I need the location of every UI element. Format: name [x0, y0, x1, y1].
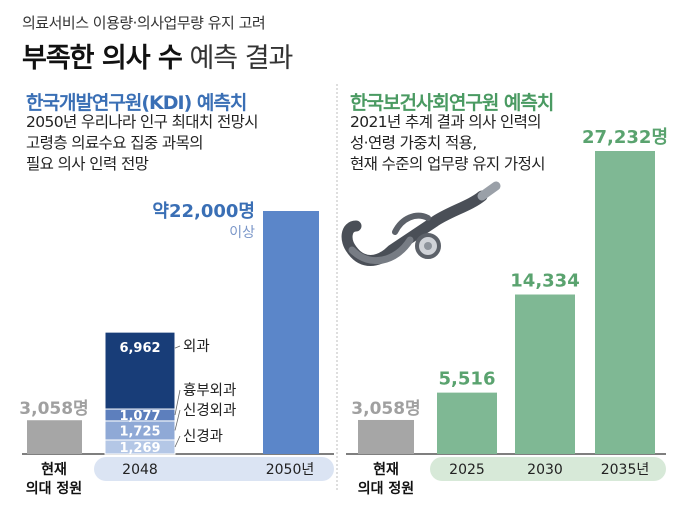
- kihasa-panel-desc: 2021년 추계 결과 의사 인력의 성·연령 가중치 적용, 현재 수준의 업…: [350, 112, 545, 175]
- green-bar-value-label: 14,334: [510, 271, 579, 292]
- green-bar: [595, 151, 655, 454]
- stack-callout-line: [174, 389, 181, 416]
- baseline-value-label: 3,058명: [351, 399, 420, 419]
- bar-2050: [263, 211, 319, 454]
- stack-callout-label: 신경외과: [183, 402, 236, 419]
- stack-value-label: 1,269: [119, 441, 160, 456]
- title-bold: 부족한 의사 수: [22, 43, 183, 74]
- stack-value-label: 1,725: [119, 424, 160, 439]
- baseline-bar: [358, 419, 414, 454]
- stack-callout-line: [174, 409, 181, 431]
- stethoscope-icon: [341, 181, 501, 266]
- x-tick-label: 2035년: [601, 462, 650, 478]
- kihasa-desc-line: 현재 수준의 업무량 유지 가정시: [350, 155, 545, 173]
- stack-value-label: 6,962: [119, 341, 160, 356]
- kdi-panel-title: 한국개발연구원(KDI) 예측치: [26, 92, 247, 114]
- stack-segment: [104, 331, 176, 410]
- x-tick-label: 2025: [449, 462, 485, 478]
- x-tick-label: 2048: [122, 462, 158, 478]
- green-bar-value-label: 27,232명: [582, 127, 668, 148]
- kihasa-desc-line: 성·연령 가중치 적용,: [350, 134, 477, 152]
- stack-callout-line: [174, 435, 181, 448]
- baseline-value-label: 3,058명: [19, 399, 88, 419]
- bar-2050-value-label: 약22,000명: [152, 200, 255, 222]
- kihasa-desc-line: 2021년 추계 결과 의사 인력의: [350, 113, 542, 131]
- kdi-panel-desc: 2050년 우리나라 인구 최대치 전망시 고령층 의료수요 집중 과목의 필요…: [26, 112, 259, 175]
- chart-subtitle: 의료서비스 이용량·의사업무량 유지 고려: [22, 14, 266, 32]
- stack-callout-label: 외과: [183, 338, 210, 355]
- baseline-label: 의대 정원: [358, 480, 414, 497]
- green-bar: [437, 392, 497, 454]
- x-tick-label: 2050년: [266, 462, 315, 478]
- kihasa-panel-title: 한국보건사회연구원 예측치: [350, 92, 554, 114]
- kdi-desc-line: 2050년 우리나라 인구 최대치 전망시: [26, 113, 259, 131]
- baseline-label: 의대 정원: [26, 480, 82, 497]
- green-bar-value-label: 5,516: [439, 369, 496, 390]
- stack-callout-label: 신경과: [183, 428, 223, 445]
- bar-2050-note: 이상: [229, 225, 255, 241]
- kdi-desc-line: 필요 의사 인력 전망: [26, 155, 149, 173]
- year-axis-band: [430, 457, 666, 481]
- baseline-label: 현재: [373, 462, 399, 478]
- chart-title: 부족한 의사 수 예측 결과: [22, 36, 293, 75]
- stack-callout-line: [174, 345, 181, 349]
- baseline-label: 현재: [41, 462, 67, 478]
- year-axis-band: [94, 457, 334, 481]
- x-tick-label: 2030: [527, 462, 563, 478]
- kdi-desc-line: 고령층 의료수요 집중 과목의: [26, 134, 204, 152]
- stack-value-label: 1,077: [119, 409, 160, 424]
- green-bar: [515, 294, 575, 454]
- stack-callout-label: 흉부외과: [183, 382, 236, 399]
- baseline-bar: [27, 420, 82, 454]
- title-light: 예측 결과: [189, 43, 293, 74]
